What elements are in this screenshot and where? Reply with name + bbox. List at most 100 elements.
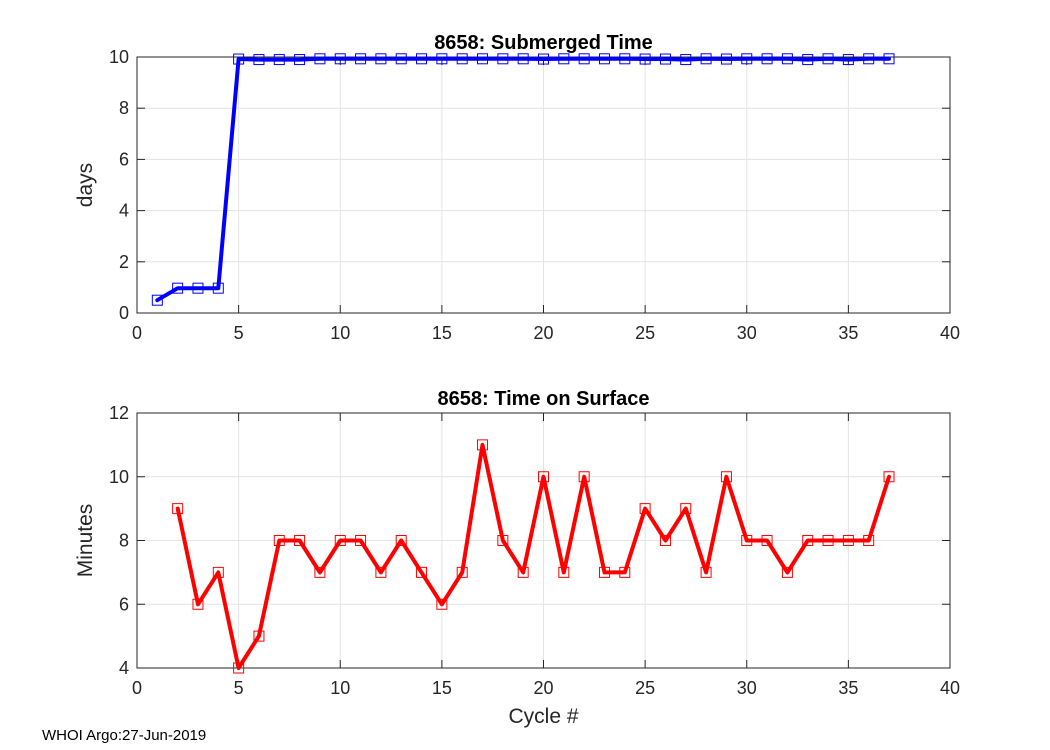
data-point [233,53,245,65]
y-tick-label: 10 [109,467,129,487]
data-point [720,53,732,65]
data-point [741,535,753,546]
data-point [517,566,529,578]
y-tick-label: 2 [119,252,129,272]
x-tick-label: 0 [132,678,142,698]
data-point [212,566,224,578]
data-point [172,282,184,294]
x-axis-label: Cycle # [508,705,578,728]
x-tick-label: 5 [234,323,244,343]
data-point [172,503,184,515]
data-point [598,53,610,65]
data-point [355,53,367,65]
data-point [314,53,326,65]
data-point [619,53,631,65]
data-point [822,53,834,65]
x-tick-label: 40 [940,323,960,343]
data-point [883,471,895,483]
x-tick-label: 30 [737,323,757,343]
data-point [863,535,875,546]
data-point [517,53,529,65]
data-point [802,54,814,66]
y-tick-label: 6 [119,594,129,614]
data-point [720,471,732,483]
data-point [395,53,407,65]
data-point [497,535,509,546]
x-tick-label: 30 [737,678,757,698]
data-point [781,53,793,65]
x-tick-label: 40 [940,678,960,698]
y-tick-label: 10 [109,47,129,67]
data-point [436,53,448,65]
y-tick-label: 4 [119,201,129,221]
x-tick-label: 15 [432,678,452,698]
x-tick-label: 0 [132,323,142,343]
x-tick-label: 35 [838,323,858,343]
data-point [802,535,814,546]
data-point [639,53,651,65]
data-point [761,535,773,546]
y-axis-label: days [74,163,97,207]
data-point [273,54,285,66]
data-point [761,53,773,65]
data-point [639,503,651,515]
data-point [192,282,204,294]
data-point [578,53,590,65]
data-point [355,535,367,546]
x-tick-label: 20 [533,323,553,343]
data-point [456,53,468,65]
data-point [314,566,326,578]
y-tick-label: 8 [119,98,129,118]
data-point [294,54,306,66]
data-point [680,503,692,515]
data-point [781,566,793,578]
plot-title: 8658: Submerged Time [434,32,653,54]
y-axis-label: Minutes [74,504,97,578]
data-point [659,53,671,65]
data-point [416,566,428,578]
data-point [192,598,204,610]
y-tick-label: 12 [109,403,129,423]
data-point [477,53,489,65]
data-point [822,535,834,546]
data-point [497,53,509,65]
data-point [659,535,671,546]
data-point [842,535,854,546]
data-point [619,566,631,578]
x-tick-label: 10 [330,678,350,698]
x-tick-label: 10 [330,323,350,343]
x-tick-label: 25 [635,323,655,343]
x-tick-label: 15 [432,323,452,343]
time-on-surface-plot: 0 5 10 15 20 25 30 35 40 4 6 8 10 12 8658: Time on Sur… [74,388,960,728]
data-point [334,53,346,65]
y-tick-label: 0 [119,303,129,323]
data-point [375,53,387,65]
y-tick-label: 8 [119,531,129,551]
y-tick-label: 6 [119,149,129,169]
data-point [436,598,448,610]
data-point [233,662,245,674]
data-point [375,566,387,578]
data-point [456,566,468,578]
data-point [477,439,489,451]
data-point [273,535,285,546]
data-point [741,53,753,65]
data-point [416,53,428,65]
data-point [558,53,570,65]
data-point [334,535,346,546]
data-point [680,54,692,66]
x-tick-label: 20 [533,678,553,698]
footer-text: WHOI Argo:27-Jun-2019 [42,727,207,744]
y-tick-label: 4 [119,658,129,678]
data-point [212,282,224,294]
data-point [395,535,407,546]
data-point [253,630,265,642]
series-line [155,56,891,303]
submerged-time-plot: 0 5 10 15 20 25 30 35 40 0 2 4 6 8 10 8658: Submerged T… [74,32,960,343]
data-point [151,294,163,306]
data-point [538,471,549,483]
data-point [538,53,549,65]
data-point [294,535,306,546]
data-point [700,566,712,578]
